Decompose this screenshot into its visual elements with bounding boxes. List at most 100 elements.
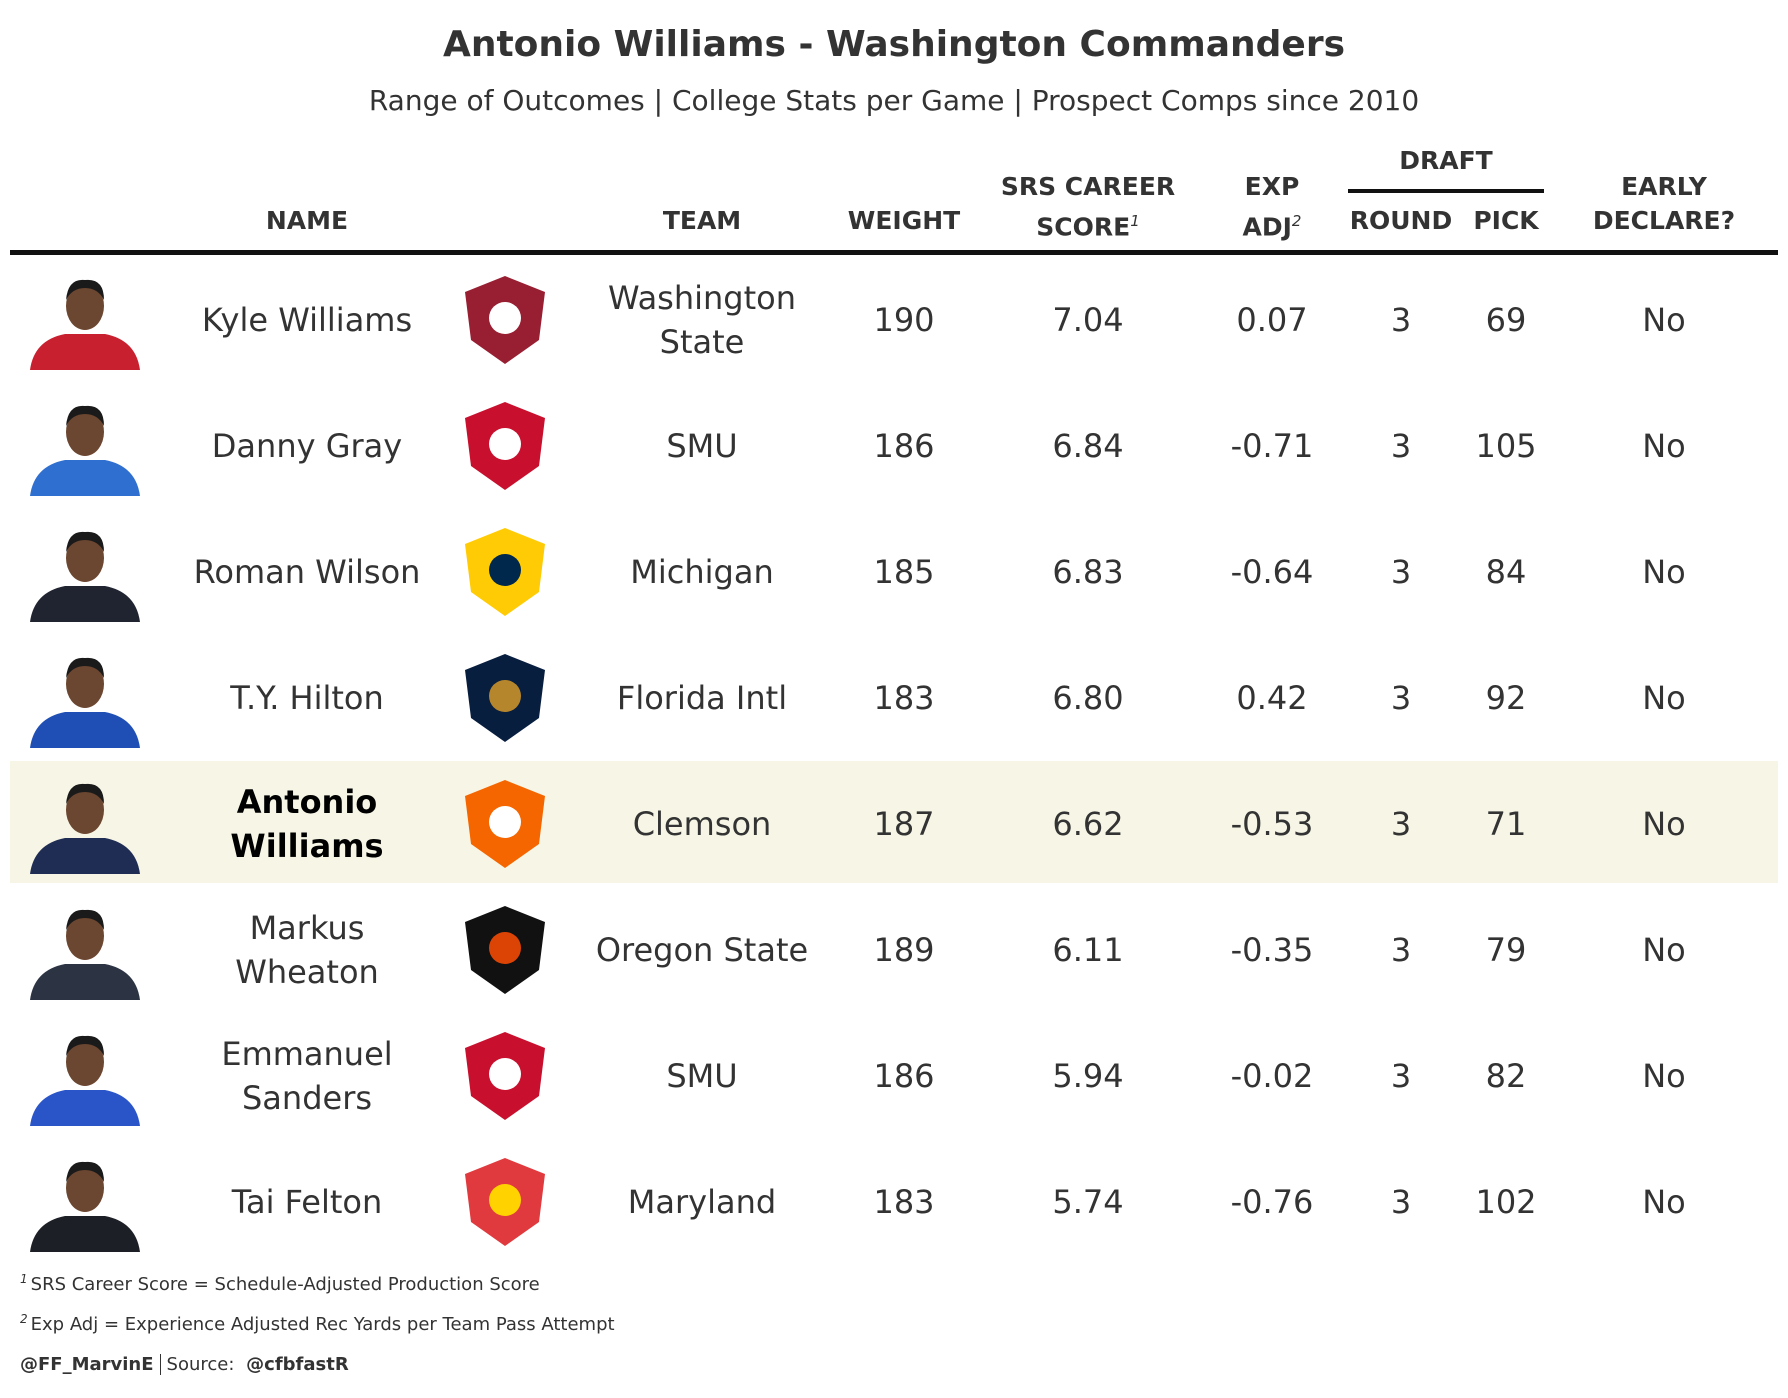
col-header: EARLY DECLARE? [1592, 172, 1736, 235]
shoulders [30, 586, 140, 622]
srs-score: 6.80 [1052, 679, 1124, 717]
head [66, 660, 104, 708]
player-photo [30, 1161, 140, 1252]
footnote-text: SRS Career Score = Schedule-Adjusted Pro… [30, 1274, 540, 1295]
player-name: Danny Gray [211, 427, 403, 465]
hair [66, 657, 104, 678]
early-declare: No [1642, 301, 1686, 339]
srs-score: 5.94 [1052, 1057, 1124, 1095]
player-name: Roman Wilson [193, 553, 421, 591]
hair [66, 1035, 104, 1056]
team: Washington State [607, 279, 797, 361]
col-header-text: EXP ADJ [1242, 172, 1300, 242]
early-declare: No [1642, 1183, 1686, 1221]
logo-detail [489, 1058, 521, 1090]
source-label: Source: [159, 1354, 235, 1375]
player-name: Tai Felton [231, 1183, 383, 1221]
logo-detail [489, 554, 521, 586]
hair [66, 909, 104, 930]
exp-adj: 0.42 [1236, 679, 1308, 717]
col-header: EXP ADJ2 [1232, 170, 1312, 244]
credit: @FF_MarvinE Source: @cfbfastR [20, 1354, 349, 1375]
col-header: SRS CAREER SCORE1 [993, 170, 1183, 244]
head [66, 912, 104, 960]
head [66, 1038, 104, 1086]
hair [66, 783, 104, 804]
draft-round: 3 [1390, 805, 1412, 843]
team: Clemson [632, 805, 772, 843]
team-logo [465, 654, 545, 742]
early-declare: No [1642, 931, 1686, 969]
footnote: 2 Exp Adj = Experience Adjusted Rec Yards… [20, 1312, 615, 1335]
exp-adj: 0.07 [1236, 301, 1308, 339]
head [66, 786, 104, 834]
team: Maryland [627, 1183, 777, 1221]
player-photo [30, 279, 140, 370]
player-name: Kyle Williams [201, 301, 413, 339]
head [66, 1164, 104, 1212]
col-header-text: SRS CAREER SCORE [1000, 172, 1176, 242]
col-header: NAME [265, 206, 349, 235]
team-logo [465, 402, 545, 490]
player-photo [30, 1035, 140, 1126]
draft-pick: 84 [1485, 553, 1527, 591]
team-logo [465, 1158, 545, 1246]
weight: 185 [873, 553, 935, 591]
early-declare: No [1642, 553, 1686, 591]
shoulders [30, 1216, 140, 1252]
team: Michigan [630, 553, 774, 591]
logo-detail [489, 806, 521, 838]
srs-score: 6.62 [1052, 805, 1124, 843]
draft-round: 3 [1390, 1057, 1412, 1095]
player-name: Markus Wheaton [235, 909, 379, 991]
draft-pick: 69 [1485, 301, 1527, 339]
draft-round: 3 [1390, 1183, 1412, 1221]
shoulders [30, 964, 140, 1000]
exp-adj: -0.53 [1230, 805, 1314, 843]
logo-detail [489, 302, 521, 334]
head [66, 282, 104, 330]
early-declare: No [1642, 1057, 1686, 1095]
logo-detail [489, 680, 521, 712]
shoulders [30, 1090, 140, 1126]
logo-detail [489, 428, 521, 460]
team-logo [465, 528, 545, 616]
head [66, 408, 104, 456]
draft-round: 3 [1390, 679, 1412, 717]
title: Antonio Williams - Washington Commanders [442, 24, 1346, 65]
exp-adj: -0.02 [1230, 1057, 1314, 1095]
player-name: T.Y. Hilton [230, 679, 384, 717]
footnote-marker: 2 [20, 1312, 28, 1326]
weight: 189 [873, 931, 935, 969]
source: @cfbfastR [246, 1354, 349, 1375]
early-declare: No [1642, 805, 1686, 843]
team: SMU [666, 427, 738, 465]
footnote-ref: 1 [1130, 212, 1140, 230]
player-name: Antonio Williams [230, 783, 384, 865]
shoulders [30, 712, 140, 748]
col-header: PICK [1473, 206, 1539, 235]
weight: 183 [873, 679, 935, 717]
draft-pick: 102 [1475, 1183, 1537, 1221]
team: Florida Intl [616, 679, 788, 717]
header-rule [10, 250, 1778, 255]
group-header: DRAFT [1399, 146, 1493, 175]
draft-pick: 71 [1485, 805, 1527, 843]
player-photo [30, 405, 140, 496]
draft-pick: 92 [1485, 679, 1527, 717]
team-logo [465, 1032, 545, 1120]
exp-adj: -0.76 [1230, 1183, 1314, 1221]
player-photo [30, 657, 140, 748]
early-declare: No [1642, 679, 1686, 717]
draft-pick: 105 [1475, 427, 1537, 465]
row-highlight [10, 761, 1778, 883]
logo-detail [489, 932, 521, 964]
team-logo [465, 780, 545, 868]
draft-round: 3 [1390, 301, 1412, 339]
srs-score: 6.83 [1052, 553, 1124, 591]
team-logo [465, 906, 545, 994]
col-header: ROUND [1349, 206, 1453, 235]
srs-score: 6.11 [1052, 931, 1124, 969]
exp-adj: -0.35 [1230, 931, 1314, 969]
group-rule [1348, 189, 1544, 193]
